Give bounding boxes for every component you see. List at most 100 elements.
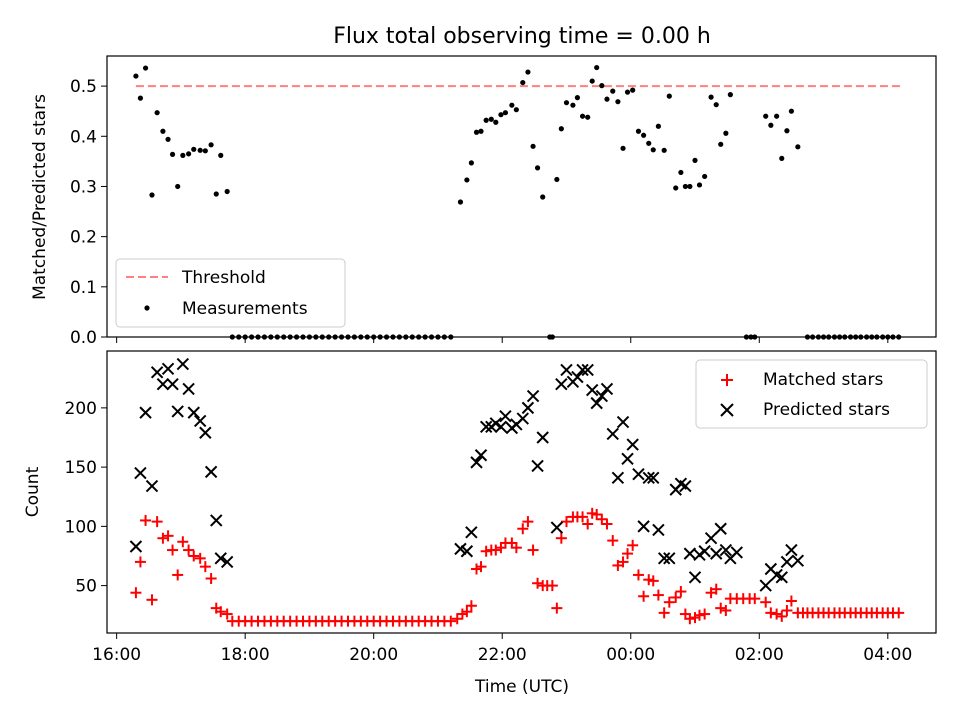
- predicted-star-point: [479, 420, 493, 434]
- measurement-point: [483, 117, 489, 123]
- measurement-point: [525, 69, 531, 75]
- matched-star-point: [134, 556, 146, 568]
- x-axis-label: Time (UTC): [474, 677, 569, 697]
- predicted-star-point: [220, 555, 234, 569]
- bottom-x-tick-label: 18:00: [221, 645, 270, 665]
- predicted-star-point: [616, 415, 630, 429]
- predicted-star-point: [187, 406, 200, 419]
- measurement-point: [133, 73, 139, 79]
- matched-star-point: [658, 607, 670, 619]
- matched-star-point: [596, 513, 608, 525]
- top-y-ticks: 0.0 0.1 0.2 0.3 0.4 0.5: [70, 77, 107, 348]
- measurement-point: [191, 146, 197, 152]
- matched-star-point: [465, 600, 477, 612]
- top-y-tick-label: 0.1: [70, 278, 97, 298]
- measurement-point: [478, 128, 484, 134]
- matched-star-point: [551, 602, 563, 614]
- matched-star-point: [760, 596, 772, 608]
- matched-star-point: [194, 552, 206, 564]
- bottom-y-tick-label: 50: [75, 577, 97, 597]
- predicted-star-point: [474, 449, 488, 462]
- matched-star-point: [652, 589, 664, 601]
- measurement-point: [142, 65, 149, 71]
- bottom-x-tick-label: 20:00: [349, 645, 398, 665]
- predicted-star-point: [145, 479, 159, 493]
- measurement-point: [464, 177, 470, 183]
- predicted-star-point: [698, 545, 711, 558]
- bottom-data-layer: [129, 357, 905, 627]
- predicted-star-point: [193, 414, 207, 428]
- top-x-ticks: [116, 337, 889, 343]
- predicted-star-point: [129, 540, 143, 553]
- matched-star-point: [475, 561, 487, 573]
- predicted-star-point: [576, 363, 589, 377]
- predicted-star-point: [454, 542, 467, 556]
- measurement-point: [687, 183, 693, 190]
- matched-star-point: [162, 530, 174, 542]
- top-y-tick-label: 0.5: [70, 77, 97, 97]
- measurement-point: [682, 183, 688, 190]
- measurement-point: [165, 136, 171, 142]
- matched-star-point: [461, 606, 473, 618]
- matched-star-point: [781, 604, 793, 616]
- measurement-point: [208, 142, 214, 148]
- matched-star-point: [221, 608, 233, 620]
- predicted-star-point: [171, 405, 184, 418]
- measurement-point: [149, 192, 155, 198]
- measurement-point: [708, 94, 714, 100]
- measurement-point: [498, 112, 504, 118]
- measurement-point: [655, 123, 661, 129]
- measurement-point: [197, 147, 203, 153]
- measurement-point: [202, 148, 208, 154]
- predicted-star-point: [652, 523, 665, 537]
- measurement-point: [641, 132, 647, 138]
- measurement-point: [624, 89, 631, 95]
- measurement-point: [620, 145, 626, 151]
- predicted-star-point: [161, 362, 175, 375]
- matched-star-point: [765, 607, 777, 619]
- predicted-star-point: [550, 521, 564, 534]
- measurement-point: [696, 182, 703, 188]
- predicted-star-point: [176, 357, 190, 371]
- predicted-star-point: [759, 579, 772, 592]
- measurement-point: [574, 95, 581, 101]
- matched-star-point: [720, 604, 732, 616]
- measurement-point: [610, 88, 616, 94]
- predicted-legend-swatch: [720, 403, 734, 417]
- measurement-point: [784, 128, 790, 134]
- predicted-star-point: [606, 427, 619, 441]
- predicted-star-point: [571, 370, 584, 384]
- matched-star-point: [601, 518, 613, 530]
- top-y-tick-label: 0.2: [70, 228, 97, 248]
- measurement-point: [589, 78, 595, 84]
- measurement-point: [579, 113, 586, 119]
- bottom-x-ticks: 16:00 18:00 20:00 22:00 00:00 02:00 04:00: [92, 633, 912, 665]
- predicted-star-point: [494, 420, 508, 434]
- predicted-star-point: [465, 526, 478, 539]
- matched-star-point: [188, 550, 200, 562]
- predicted-star-point: [581, 363, 594, 377]
- measurement-point: [160, 128, 166, 134]
- measurement-point: [673, 185, 679, 191]
- bottom-y-axis-label: Count: [23, 466, 43, 517]
- matched-star-point: [146, 594, 158, 606]
- bottom-y-ticks: 50 100 150 200: [65, 399, 107, 597]
- threshold-legend-label: Threshold: [181, 268, 266, 288]
- measurement-point: [473, 129, 480, 135]
- predicted-star-point: [657, 552, 671, 565]
- bottom-x-tick-label: 02:00: [735, 645, 784, 665]
- measurement-point: [678, 169, 684, 176]
- measurement-point: [457, 199, 464, 205]
- bottom-legend-box: [695, 359, 928, 429]
- bottom-panel: 50 100 150 200 16:00 18:00 20:00 22:00 00:00 02:…: [23, 350, 937, 697]
- matched-star-point: [607, 535, 619, 547]
- matched-star-point: [622, 548, 634, 560]
- predicted-star-point: [470, 456, 483, 469]
- bottom-y-tick-label: 100: [65, 517, 97, 537]
- measurement-point: [774, 113, 780, 119]
- predicted-star-point: [611, 471, 625, 484]
- predicted-star-point: [663, 552, 676, 565]
- predicted-star-point: [531, 459, 544, 473]
- measurement-point: [169, 151, 176, 157]
- matched-star-point: [577, 511, 589, 523]
